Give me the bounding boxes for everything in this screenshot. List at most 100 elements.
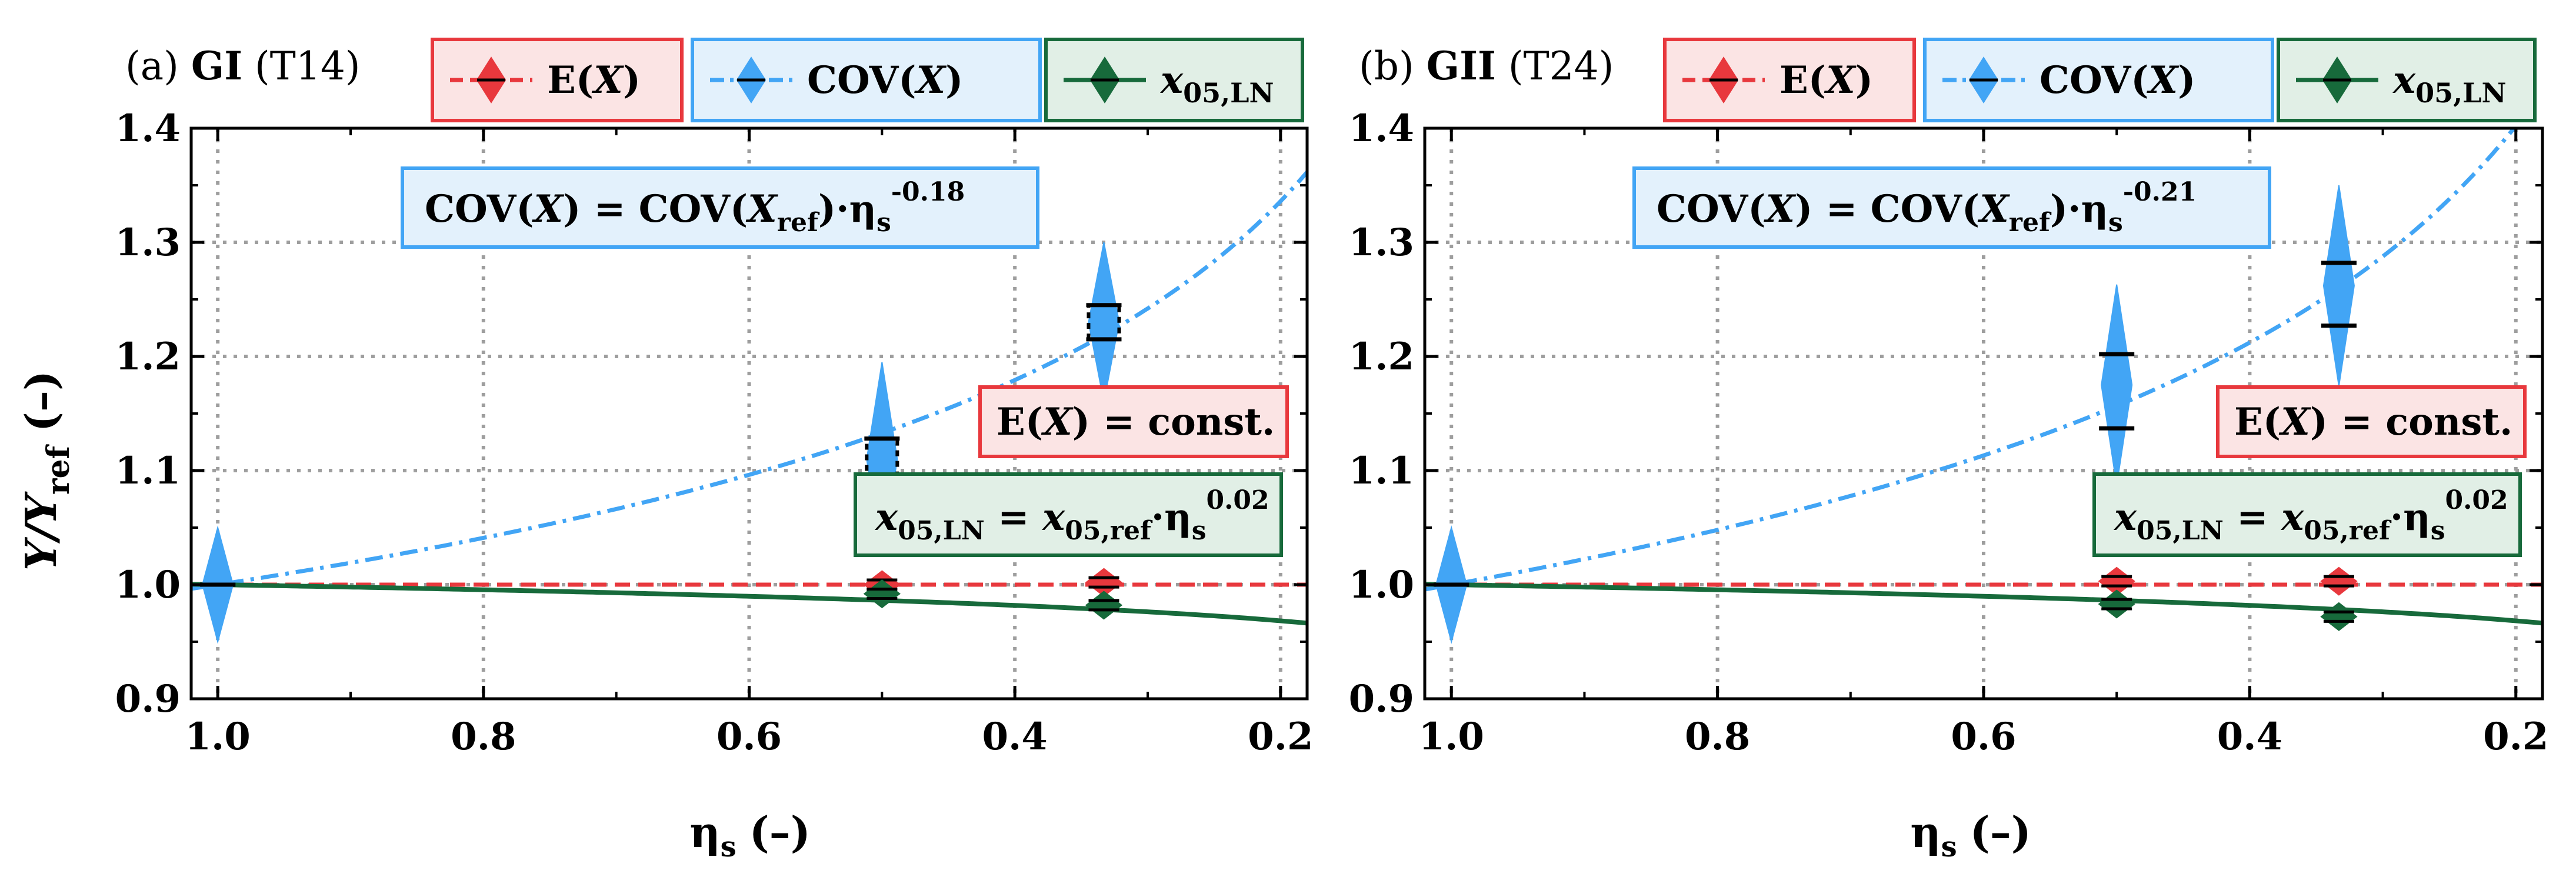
legend-label-pre: E( [1779, 58, 1826, 102]
y-axis-label-main: Y/Y [16, 491, 66, 571]
annotation-text: x05,LN = x05,ref·ηs0.02 [2113, 485, 2508, 546]
annotation-x05: x05,LN = x05,ref·ηs0.02 [854, 472, 1283, 557]
series-line-x05 [191, 582, 1307, 626]
legend-label-post: ) [945, 58, 963, 102]
series-line-x05 [1425, 582, 2542, 626]
y-tick-label: 1.0 [1349, 563, 1414, 607]
data-marker-mean [2320, 566, 2358, 596]
ann-part: 0.02 [1206, 485, 1269, 515]
legend-label-post: ) [623, 58, 641, 102]
x-axis-label-unit: (–) [1970, 807, 2031, 857]
x-tick-label: 0.8 [451, 715, 516, 759]
annotation-text: COV(X) = COV(Xref)·ηs-0.21 [1657, 177, 2197, 238]
annotation-box [2092, 472, 2522, 557]
ann-part: )·η [818, 187, 877, 231]
ann-part: ·η [2390, 495, 2431, 539]
annotation-text: E(X) = const. [997, 400, 1275, 444]
legend-item-x05: x05,LN [1044, 38, 1304, 122]
ann-part: x [874, 495, 898, 539]
panel-title: (a) GI (T14) [125, 43, 361, 89]
legend-item-mean: E(X) [1663, 38, 1916, 122]
data-marker-x05 [1085, 591, 1123, 620]
legend-label: COV(X) [2040, 58, 2195, 102]
annotation-text: E(X) = const. [2234, 400, 2512, 444]
annotation-cov: COV(X) = COV(Xref)·ηs-0.18 [401, 166, 1039, 249]
annotation-box [854, 472, 1283, 557]
legend-item-cov: COV(X) [691, 38, 1042, 122]
y-tick-label: 0.9 [1349, 677, 1414, 721]
legend-label: x05,LN [2392, 58, 2507, 109]
x-axis-label-main: η [1910, 807, 1941, 857]
ann-part: 05,ref [1065, 516, 1153, 546]
x-tick-label: 0.6 [1951, 715, 2016, 759]
y-tick-label: 1.3 [115, 221, 181, 265]
ann-part: COV( [1657, 187, 1766, 231]
legend-label: COV(X) [807, 58, 963, 102]
legend-label-var: x [2392, 58, 2416, 102]
x-axis-label-main: η [689, 807, 720, 857]
legend-label-var: X [591, 58, 624, 102]
ann-part: COV( [425, 187, 534, 231]
annotation-text: x05,LN = x05,ref·ηs0.02 [874, 485, 1269, 546]
ann-part: X [1041, 400, 1074, 444]
legend-label-sub: 05,LN [2415, 77, 2506, 109]
annotation-box [401, 166, 1039, 249]
legend-label-post: ) [1855, 58, 1873, 102]
x-tick-label: 0.4 [2217, 715, 2282, 759]
x-axis-label-sub: s [1941, 831, 1957, 863]
x-axis-label: ηs (–) [689, 807, 811, 863]
x-tick-label: 1.0 [1419, 715, 1484, 759]
y-tick-label: 1.2 [1349, 335, 1414, 379]
panel-name: GI [191, 43, 242, 89]
data-marker-cov [1088, 242, 1120, 402]
legend-label-pre: COV( [807, 58, 917, 102]
annotation-box [978, 385, 1289, 458]
y-tick-label: 1.1 [115, 449, 181, 493]
ann-part: ) = const. [1072, 400, 1275, 444]
y-axis-label-unit: (–) [16, 371, 66, 432]
panel-tag: (b) [1359, 44, 1427, 89]
legend-label-pre: COV( [2040, 58, 2149, 102]
ann-part: 05,LN [898, 516, 985, 546]
series-line-cov [1425, 128, 2517, 592]
ann-part: s [1192, 516, 1207, 546]
x-tick-label: 1.0 [185, 715, 250, 759]
ann-part: = [2224, 495, 2281, 539]
legend-label: E(X) [547, 58, 641, 102]
annotation-mean: E(X) = const. [978, 385, 1289, 458]
legend-label: E(X) [1779, 58, 1873, 102]
panel-code: (T14) [242, 44, 360, 89]
legend-label-post: ) [2178, 58, 2195, 102]
legend-label: x05,LN [1159, 58, 1274, 109]
ann-part: x [2280, 495, 2304, 539]
x-tick-label: 0.8 [1685, 715, 1750, 759]
panel-name: GII [1427, 43, 1496, 89]
ann-part: ) = const. [2310, 400, 2513, 444]
annotation-box [2216, 385, 2527, 458]
annotation-cov: COV(X) = COV(Xref)·ηs-0.21 [1632, 166, 2271, 249]
annotation-box [1632, 166, 2271, 249]
data-marker-x05 [2098, 589, 2135, 619]
panel-title: (b) GII (T24) [1359, 43, 1614, 89]
y-tick-label: 1.3 [1349, 221, 1414, 265]
legend-label-sub: 05,LN [1183, 77, 1274, 109]
ann-part: 05,LN [2137, 516, 2224, 546]
ann-part: s [2108, 208, 2123, 238]
ann-part: X [532, 187, 565, 231]
y-axis-label-sub: ref [41, 443, 76, 494]
panel-tag: (a) [125, 44, 191, 89]
chart-panel: 0.91.01.11.21.31.41.0 0.8 0.6 0.4 0.2ηs (–)(a… [115, 38, 1314, 863]
ann-part: E( [997, 400, 1043, 444]
ann-part: )·η [2050, 187, 2108, 231]
y-tick-label: 1.2 [115, 335, 181, 379]
ann-part: 05,ref [2304, 516, 2392, 546]
chart-panel: 0.91.01.11.21.31.41.0 0.8 0.6 0.4 0.2ηs (–)(b… [1349, 38, 2548, 863]
x-tick-label: 0.6 [717, 715, 782, 759]
ann-part: -0.18 [891, 177, 965, 207]
ann-part: ref [777, 208, 820, 238]
ann-part: X [2278, 400, 2311, 444]
ann-part: X [745, 187, 778, 231]
x-tick-label: 0.2 [1248, 715, 1313, 759]
ann-part: E( [2234, 400, 2281, 444]
